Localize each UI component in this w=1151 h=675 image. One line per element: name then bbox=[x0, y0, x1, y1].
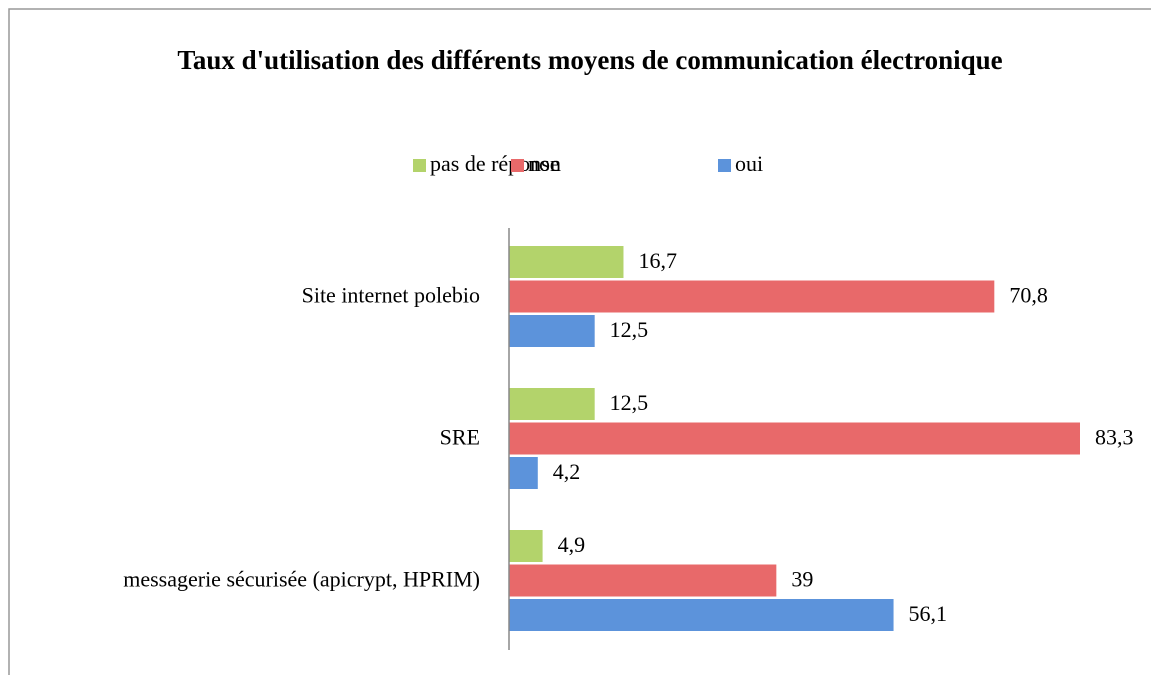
bar bbox=[509, 422, 1080, 455]
chart-border bbox=[8, 8, 1151, 675]
value-label: 83,3 bbox=[1095, 425, 1134, 450]
value-label: 4,2 bbox=[553, 459, 581, 484]
bar bbox=[509, 530, 543, 562]
bar bbox=[509, 246, 624, 278]
bar bbox=[509, 564, 777, 597]
category-label: SRE bbox=[440, 425, 480, 450]
bar bbox=[509, 599, 894, 631]
value-label: 4,9 bbox=[558, 532, 586, 557]
legend-label: non bbox=[528, 151, 561, 176]
legend-swatch bbox=[511, 159, 524, 172]
value-label: 70,8 bbox=[1009, 283, 1047, 308]
bar bbox=[509, 457, 538, 489]
legend-label: pas de réponse bbox=[430, 151, 560, 176]
chart-title: Taux d'utilisation des différents moyens… bbox=[177, 45, 1003, 75]
legend-label: oui bbox=[735, 151, 763, 176]
value-label: 12,5 bbox=[610, 317, 649, 342]
category-label: messagerie sécurisée (apicrypt, HPRIM) bbox=[123, 567, 480, 592]
legend-swatch bbox=[718, 159, 731, 172]
bar bbox=[509, 388, 595, 420]
value-label: 56,1 bbox=[909, 601, 948, 626]
value-label: 12,5 bbox=[610, 390, 649, 415]
bar bbox=[509, 280, 995, 313]
value-label: 16,7 bbox=[638, 248, 677, 273]
bar bbox=[509, 315, 595, 347]
category-label: Site internet polebio bbox=[302, 283, 480, 308]
legend-swatch bbox=[413, 159, 426, 172]
value-label: 39 bbox=[791, 567, 813, 592]
